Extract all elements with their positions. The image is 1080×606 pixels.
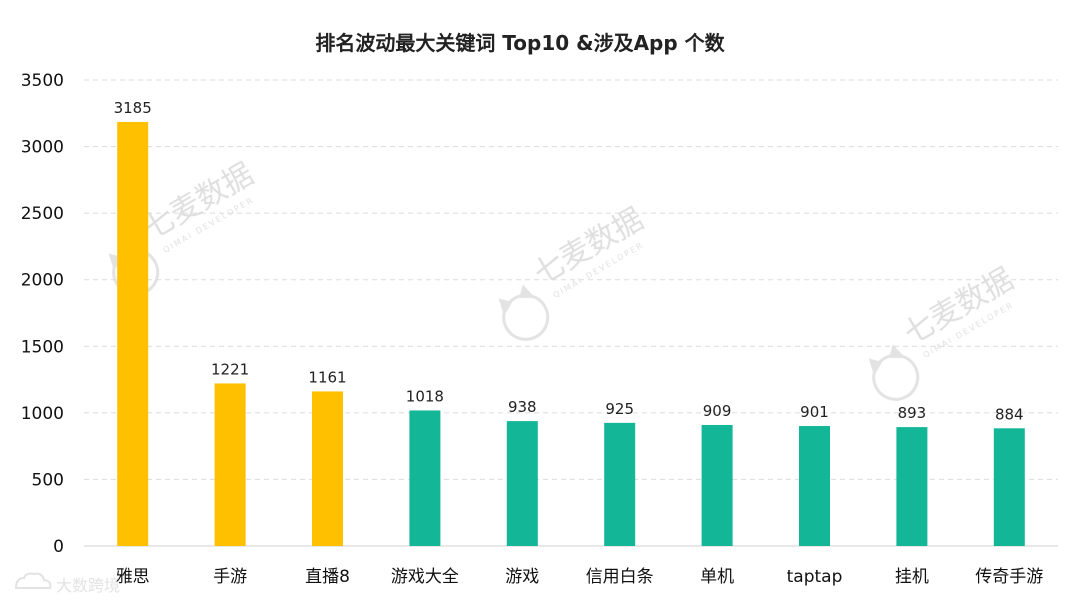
y-tick-label: 0 (53, 537, 64, 557)
bar (701, 424, 733, 546)
cat-icon (868, 344, 920, 401)
bar (312, 391, 343, 546)
bar (506, 421, 538, 546)
y-tick-label: 500 (32, 470, 64, 490)
y-axis: 0 500 1000 1500 2000 2500 3000 3500 (21, 71, 64, 557)
bar (214, 383, 246, 546)
watermark-3: 七麦数据 QIMAI DEVELOPER (868, 262, 1020, 401)
data-label: 1018 (406, 387, 444, 405)
y-tick-label: 3000 (21, 138, 64, 158)
data-label: 909 (703, 402, 732, 420)
data-label: 925 (605, 400, 634, 418)
x-tick-label: 传奇手游 (975, 567, 1043, 587)
data-label-layer: 3185 1221 1161 1018 938 925 909 901 893 884 (114, 99, 1024, 423)
x-tick-label: 雅思 (116, 567, 150, 587)
data-label: 3185 (114, 99, 152, 117)
y-tick-label: 2000 (21, 271, 64, 291)
data-label: 901 (800, 403, 829, 421)
x-tick-label: 直播8 (305, 567, 350, 587)
bar (409, 410, 441, 546)
data-label: 884 (995, 405, 1024, 423)
y-tick-label: 1000 (21, 404, 64, 424)
grid-layer (84, 79, 1058, 547)
data-label: 1221 (211, 360, 249, 378)
cat-icon (498, 284, 550, 341)
x-tick-label: 挂机 (895, 567, 929, 587)
corner-watermark-text: 大数跨境 (56, 576, 120, 595)
cloud-icon (14, 572, 52, 589)
chart-title: 排名波动最大关键词 Top10 &涉及App 个数 (315, 31, 725, 55)
corner-watermark: 大数跨境 (14, 572, 120, 595)
bar (896, 427, 928, 546)
x-tick-label: taptap (787, 567, 843, 587)
bar (799, 426, 830, 546)
data-label: 938 (508, 398, 537, 416)
y-tick-label: 3500 (21, 71, 64, 91)
watermark-2: 七麦数据 QIMAI DEVELOPER (498, 202, 650, 341)
data-label: 893 (898, 404, 927, 422)
y-tick-label: 1500 (21, 337, 64, 357)
x-axis: 雅思 手游 直播8 游戏大全 游戏 信用白条 单机 taptap 挂机 传奇手游 (116, 567, 1044, 587)
x-tick-label: 游戏 (505, 567, 539, 587)
x-tick-label: 信用白条 (586, 567, 654, 587)
y-tick-label: 2500 (21, 204, 64, 224)
bar (993, 428, 1025, 546)
bar (117, 121, 149, 546)
x-tick-label: 单机 (700, 567, 734, 587)
data-label: 1161 (308, 368, 346, 386)
x-tick-label: 游戏大全 (391, 567, 459, 587)
x-tick-label: 手游 (213, 567, 247, 587)
bar (604, 422, 636, 546)
bar-layer (117, 121, 1025, 546)
